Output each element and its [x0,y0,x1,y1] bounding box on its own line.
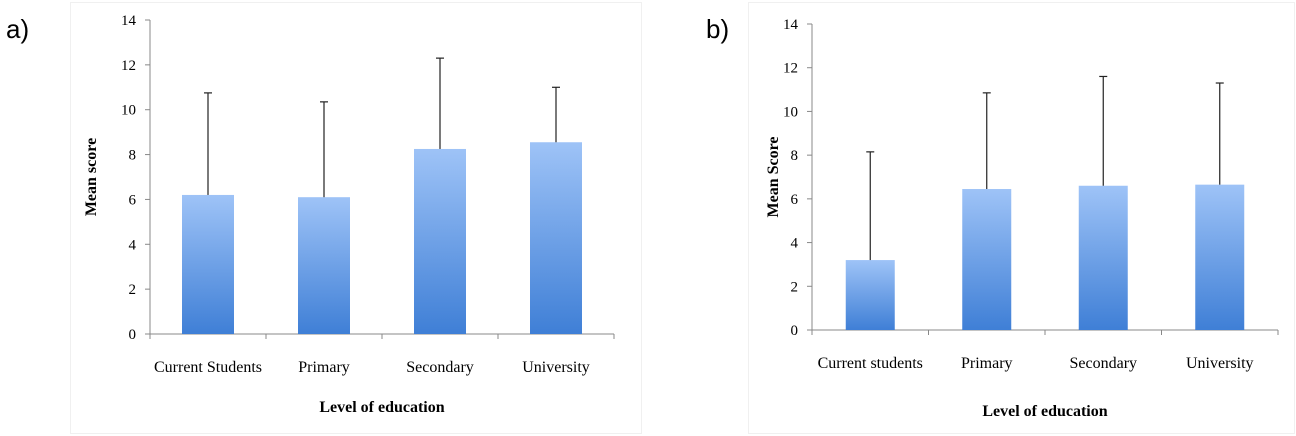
y-tick-label: 0 [129,327,137,343]
y-tick-label: 8 [791,148,799,164]
chart-b: 0 2 4 6 8 10 12 14 Current students Primary Second… [765,17,1279,420]
bar [530,142,582,334]
x-tick-label: Primary [961,355,1013,372]
bar [845,260,895,330]
x-tick-label: Current students [818,355,923,372]
y-tick-label: 8 [129,148,137,164]
chart-b-frame [748,2,1295,434]
panel-a-label: a) [6,14,30,44]
bar [414,148,466,334]
chart-a: 0 2 4 6 8 10 12 14 Current Students Primary Second… [83,13,615,416]
y-axis-title: Mean score [83,138,100,216]
x-tick-label: University [1186,355,1254,372]
y-tick-label: 2 [129,282,137,298]
x-tick-label: University [522,359,590,376]
y-tick-label: 4 [791,236,799,252]
bar [298,197,350,334]
x-tick-label: Current Students [154,359,262,376]
y-tick-label: 6 [791,192,799,208]
x-tick-label: Secondary [1069,355,1137,372]
y-tick-label: 2 [791,279,799,295]
bar [962,189,1012,330]
x-tick-label: Secondary [406,359,474,376]
bar [1195,184,1245,330]
x-axis-title: Level of education [319,399,444,416]
y-tick-label: 0 [791,323,799,339]
y-tick-label: 4 [129,237,137,253]
x-tick-label: Primary [298,359,350,376]
y-tick-label: 10 [121,103,136,119]
y-axis-title: Mean Score [765,136,782,217]
x-axis-title: Level of education [982,403,1107,420]
y-tick-label: 14 [121,13,137,29]
bar [1078,185,1128,330]
y-tick-label: 12 [121,58,136,74]
chart-a-frame [70,2,642,434]
y-tick-label: 14 [783,17,799,33]
y-tick-label: 10 [783,104,798,120]
y-tick-label: 6 [129,192,137,208]
bar [182,194,234,334]
panel-b-label: b) [706,14,730,44]
y-tick-label: 12 [783,61,798,77]
